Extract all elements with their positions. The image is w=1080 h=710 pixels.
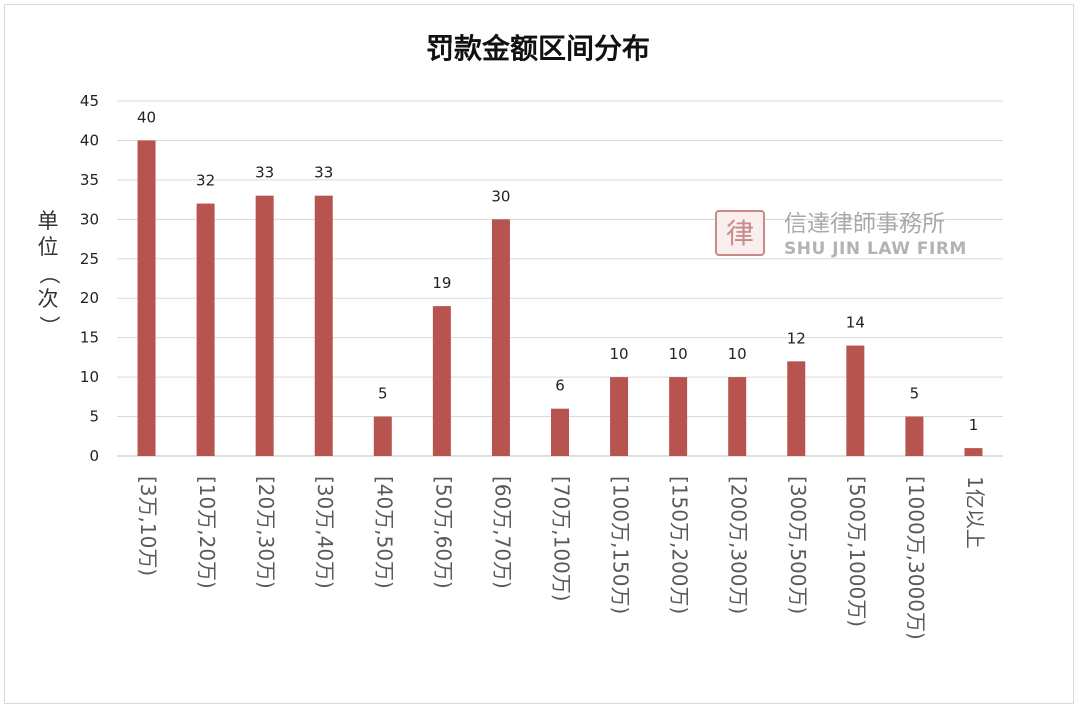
watermark-name-en: SHU JIN LAW FIRM [784, 239, 967, 259]
data-label: 40 [137, 108, 156, 126]
x-tick-label: [10万,20万) [195, 476, 219, 589]
x-tick-label: [70万,100万) [550, 476, 574, 602]
y-axis-label-char: 次 [38, 287, 59, 311]
bars [137, 140, 983, 456]
bar [964, 448, 983, 456]
y-tick-label: 40 [80, 131, 99, 149]
y-tick-label: 35 [80, 171, 99, 189]
bar [314, 195, 333, 456]
bar [196, 203, 215, 456]
y-axis-label-char: 单 [38, 209, 59, 233]
watermark: 律 信達律師事務所 SHU JIN LAW FIRM [715, 210, 967, 259]
bar [669, 377, 688, 456]
data-label: 30 [491, 187, 510, 205]
x-tick-label: [500万,1000万) [845, 476, 869, 627]
x-tick-label: 1亿以上 [963, 476, 987, 549]
bar [846, 345, 865, 456]
bar [432, 306, 451, 456]
x-tick-label: [40万,50万) [372, 476, 396, 589]
y-tick-label: 45 [80, 92, 99, 110]
data-label: 14 [846, 314, 865, 332]
bar [728, 377, 747, 456]
bar [787, 361, 806, 456]
gridlines [117, 100, 1003, 457]
x-tick-label: [1000万,3000万) [904, 476, 928, 640]
data-label: 10 [728, 345, 747, 363]
y-axis-label-char: ） [37, 316, 61, 337]
x-tick-label: [150万,200万) [668, 476, 692, 614]
data-label: 10 [669, 345, 688, 363]
x-tick-label: [3万,10万) [136, 476, 160, 576]
y-tick-label: 10 [80, 368, 99, 386]
chart-frame [4, 4, 1074, 704]
y-tick-label: 0 [89, 447, 99, 465]
y-tick-label: 25 [80, 250, 99, 268]
y-axis-label: 单位 （次 ） [37, 209, 61, 337]
data-label: 1 [969, 416, 979, 434]
bar [905, 416, 924, 456]
data-labels: 40 32 33 33 5 19 30 6 10 10 10 12 14 5 1 [137, 108, 978, 434]
x-tick-label: [20万,30万) [254, 476, 278, 589]
bar [255, 195, 274, 456]
data-label: 19 [432, 274, 451, 292]
data-label: 10 [610, 345, 629, 363]
chart-title: 罚款金额区间分布 [426, 32, 650, 65]
x-tick-label: [100万,150万) [609, 476, 633, 614]
y-axis-label-char: 位 [38, 235, 59, 259]
x-tick-label: [60万,70万) [490, 476, 514, 589]
data-label: 32 [196, 172, 215, 190]
y-axis-ticks: 0 5 10 15 20 25 30 35 40 45 [80, 92, 99, 465]
bar [137, 140, 156, 456]
bar [373, 416, 392, 456]
bar [610, 377, 629, 456]
x-tick-label: [300万,500万) [786, 476, 810, 614]
watermark-seal: 律 [715, 210, 765, 256]
data-label: 33 [255, 164, 274, 182]
x-tick-label: [200万,300万) [727, 476, 751, 614]
data-label: 5 [910, 385, 920, 403]
x-axis-ticks: [3万,10万) [10万,20万) [20万,30万) [30万,40万) [40万,… [136, 476, 987, 640]
data-label: 5 [378, 385, 388, 403]
data-label: 33 [314, 164, 333, 182]
watermark-name-cn: 信達律師事務所 [784, 211, 945, 237]
watermark-seal-char: 律 [726, 217, 754, 250]
data-label: 12 [787, 329, 806, 347]
y-tick-label: 20 [80, 289, 99, 307]
data-label: 6 [555, 377, 565, 395]
x-tick-label: [30万,40万) [313, 476, 337, 589]
y-tick-label: 5 [89, 408, 99, 426]
y-tick-label: 30 [80, 210, 99, 228]
y-tick-label: 15 [80, 329, 99, 347]
y-axis-label-char: （ [37, 264, 61, 285]
x-tick-label: [50万,60万) [431, 476, 455, 589]
bar [551, 408, 569, 456]
bar [491, 219, 510, 456]
